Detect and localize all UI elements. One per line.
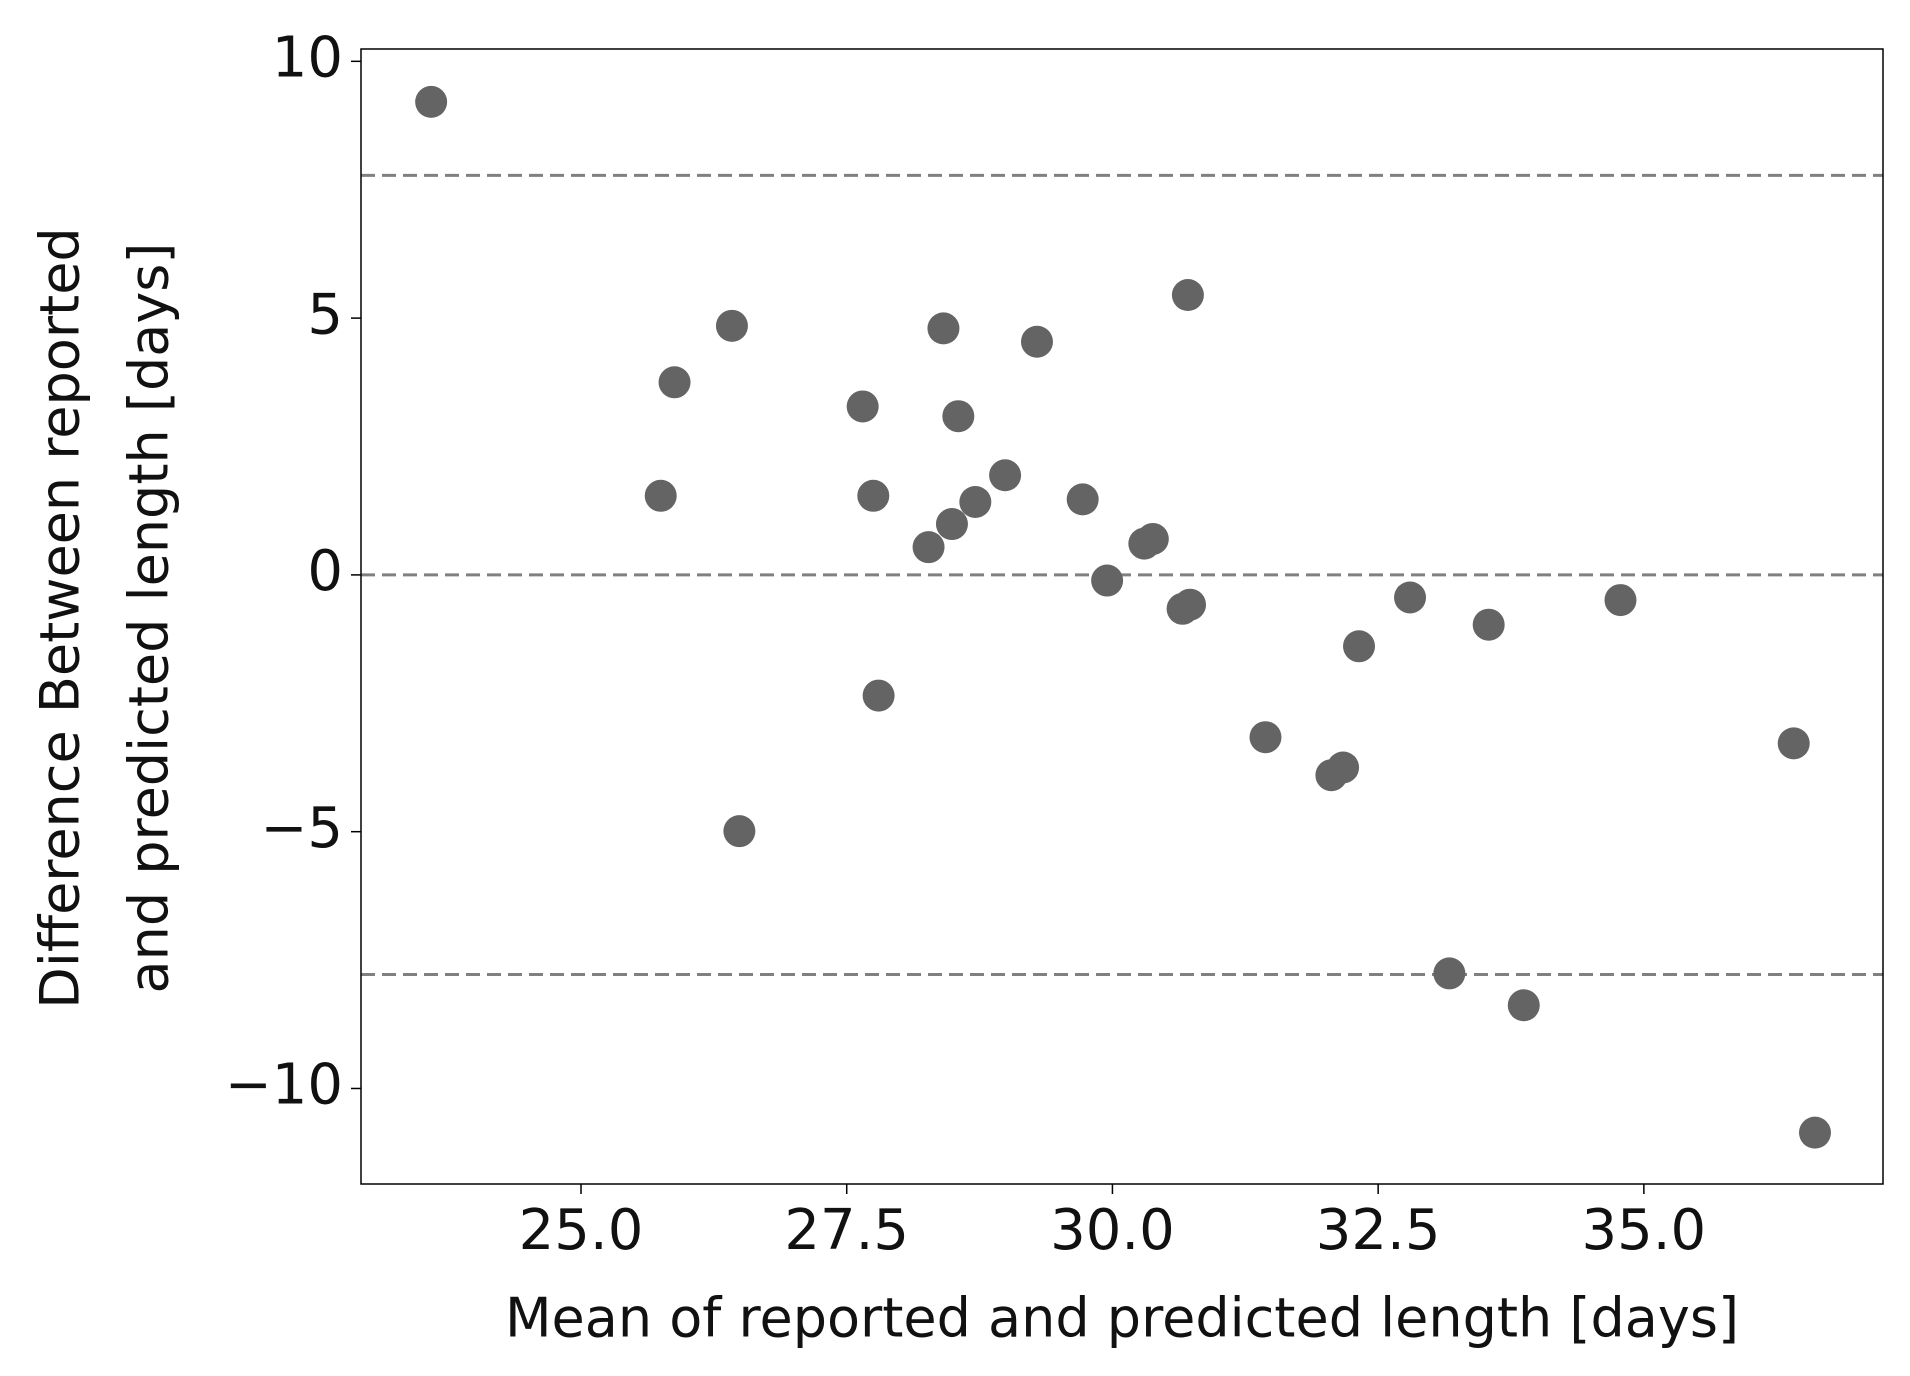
x-axis-label: Mean of reported and predicted length [d… [505, 1287, 1739, 1350]
point [1066, 483, 1099, 516]
point [989, 459, 1022, 492]
y-tick-label: −5 [260, 796, 343, 861]
y-axis-label: and predicted length [days] [118, 243, 181, 994]
point [1798, 1116, 1831, 1149]
point [942, 400, 975, 433]
y-tick-label: 5 [307, 282, 343, 347]
point [723, 815, 756, 848]
point [912, 531, 945, 564]
y-axis-label: Difference Between reported [29, 227, 92, 1008]
point [1091, 564, 1124, 597]
x-tick-label: 25.0 [519, 1198, 644, 1263]
point [715, 309, 748, 342]
point [959, 485, 992, 518]
point [1020, 325, 1053, 358]
point [1249, 721, 1282, 754]
x-tick-label: 32.5 [1316, 1198, 1441, 1263]
point [1136, 522, 1169, 555]
point [862, 679, 895, 712]
point [1343, 630, 1376, 663]
point [935, 508, 968, 541]
point [644, 479, 677, 512]
point [415, 85, 448, 118]
plot-frame [360, 48, 1884, 1185]
x-tick-label: 27.5 [784, 1198, 909, 1263]
y-tick-label: 0 [307, 539, 343, 604]
point [1507, 989, 1540, 1022]
point [658, 366, 691, 399]
point [1394, 581, 1427, 614]
point [1174, 588, 1207, 621]
point [1604, 584, 1637, 617]
x-tick-label: 30.0 [1050, 1198, 1175, 1263]
point [846, 390, 879, 423]
point [927, 312, 960, 345]
point [1777, 727, 1810, 760]
point [1327, 751, 1360, 784]
y-tick-label: −10 [225, 1053, 343, 1118]
y-tick-label: 10 [272, 25, 343, 90]
point [1171, 279, 1204, 312]
point [1472, 608, 1505, 641]
point [1433, 957, 1466, 990]
point [857, 479, 890, 512]
x-tick-label: 35.0 [1582, 1198, 1707, 1263]
